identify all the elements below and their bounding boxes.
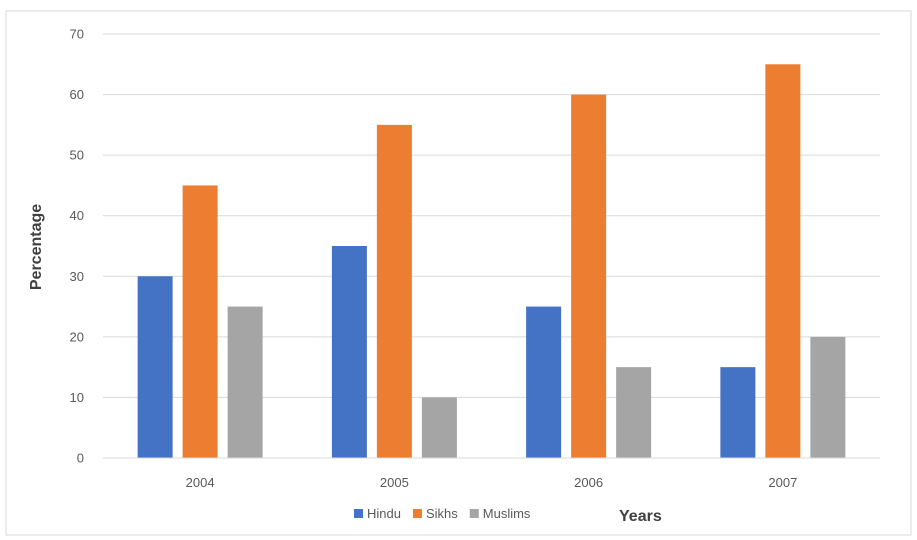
x-tick-label: 2006 [574,475,603,490]
bar-sikhs-2006 [571,94,607,459]
y-axis-ticks: 0 10 20 30 40 50 60 70 [70,27,84,466]
bar-hindu-2007 [720,367,756,458]
y-tick-label: 60 [70,87,84,102]
y-tick-label: 50 [70,148,84,163]
chart-border [5,10,912,536]
x-tick-label: 2004 [186,475,215,490]
bar-sikhs-2007 [765,64,801,459]
y-tick-label: 10 [70,390,84,405]
legend: Hindu Sikhs Muslims [354,506,531,521]
x-tick-label: 2005 [380,475,409,490]
bar-hindu-2006 [526,306,562,458]
y-tick-label: 20 [70,329,84,344]
legend-swatch-sikhs [412,509,422,518]
x-tick-label: 2007 [768,475,797,490]
bar-sikhs-2005 [376,124,412,458]
legend-label-hindu: Hindu [367,506,401,521]
bar-sikhs-2004 [182,185,218,458]
bar-muslims-2004 [227,306,263,458]
legend-label-sikhs: Sikhs [426,506,458,521]
legend-swatch-hindu [354,509,363,518]
bar-hindu-2004 [137,276,173,458]
bar-muslims-2006 [616,367,652,458]
y-axis-title: Percentage [28,204,45,290]
x-axis-ticks: 2004 2005 2006 2007 [186,475,798,490]
bar-hindu-2005 [331,246,367,458]
gridlines [103,33,880,398]
legend-label-muslims: Muslims [483,506,531,521]
y-tick-label: 40 [70,208,84,223]
bar-muslims-2005 [421,397,457,458]
y-tick-label: 30 [70,269,84,284]
bars [137,64,846,459]
y-tick-label: 70 [70,27,84,42]
legend-swatch-muslims [469,509,479,518]
y-tick-label: 0 [77,451,84,466]
bar-muslims-2007 [810,336,846,458]
x-axis-title: Years [619,508,662,525]
